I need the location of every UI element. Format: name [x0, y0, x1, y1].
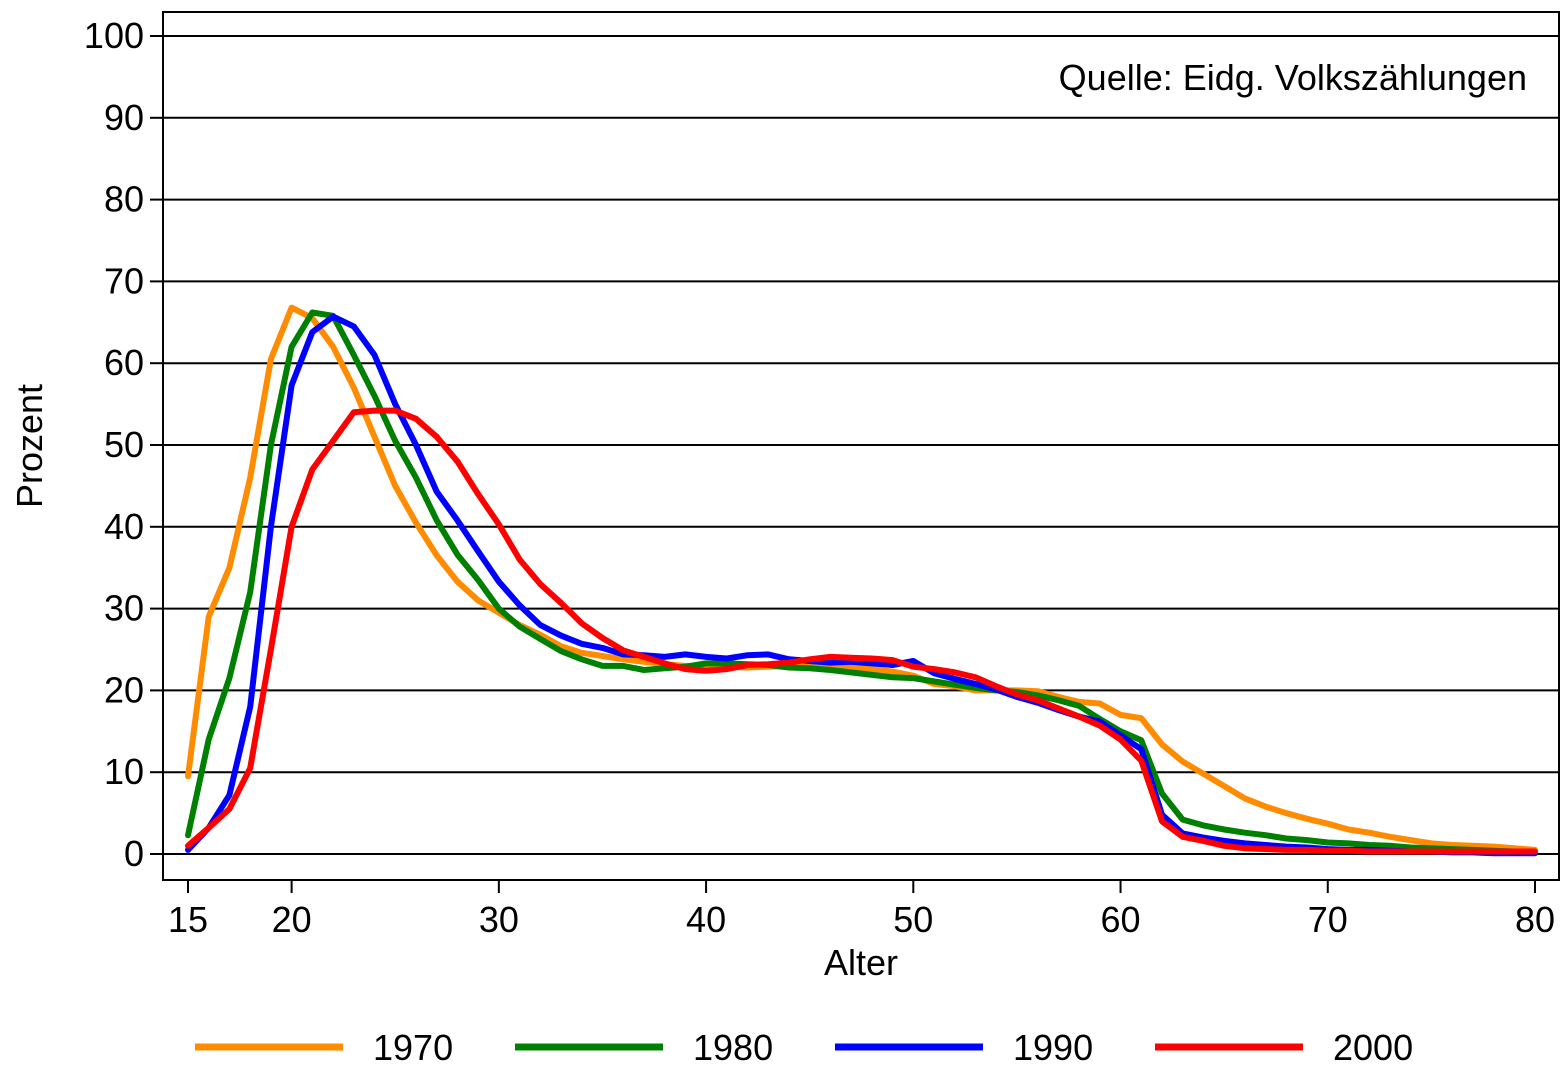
legend-label-1970: 1970 [373, 1027, 453, 1065]
x-tick-label: 70 [1308, 899, 1348, 940]
x-tick-label: 50 [893, 899, 933, 940]
x-axis-label: Alter [824, 942, 898, 983]
y-tick-label: 10 [104, 751, 144, 792]
legend-label-1990: 1990 [1013, 1027, 1093, 1065]
annotation-source: Quelle: Eidg. Volkszählungen [1059, 57, 1527, 98]
y-tick-label: 50 [104, 424, 144, 465]
x-tick-label: 80 [1515, 899, 1555, 940]
y-tick-label: 40 [104, 506, 144, 547]
y-tick-label: 30 [104, 588, 144, 629]
y-axis-label: Prozent [9, 384, 50, 508]
y-tick-label: 20 [104, 669, 144, 710]
legend-label-1980: 1980 [693, 1027, 773, 1065]
x-tick-label: 60 [1101, 899, 1141, 940]
axes: 0 10 20 30 40 50 60 70 80 90 100 15 20 30 40 50 60 70 80 [84, 15, 1555, 940]
x-tick-label: 20 [272, 899, 312, 940]
gridlines [163, 35, 1559, 855]
x-tick-label: 15 [168, 899, 208, 940]
y-tick-label: 90 [104, 97, 144, 138]
series-lines [185, 304, 1538, 857]
series-line-2000 [185, 407, 1538, 855]
y-tick-label: 100 [84, 15, 144, 56]
legend-label-2000: 2000 [1333, 1027, 1413, 1065]
series-line-1980 [185, 309, 1538, 856]
y-tick-label: 70 [104, 260, 144, 301]
y-tick-label: 60 [104, 342, 144, 383]
x-tick-label: 40 [686, 899, 726, 940]
y-tick-label: 80 [104, 179, 144, 220]
y-tick-label: 0 [124, 833, 144, 874]
legend: 1970 1980 1990 2000 [195, 1027, 1413, 1065]
series-line-1970 [185, 304, 1538, 853]
x-tick-label: 30 [479, 899, 519, 940]
